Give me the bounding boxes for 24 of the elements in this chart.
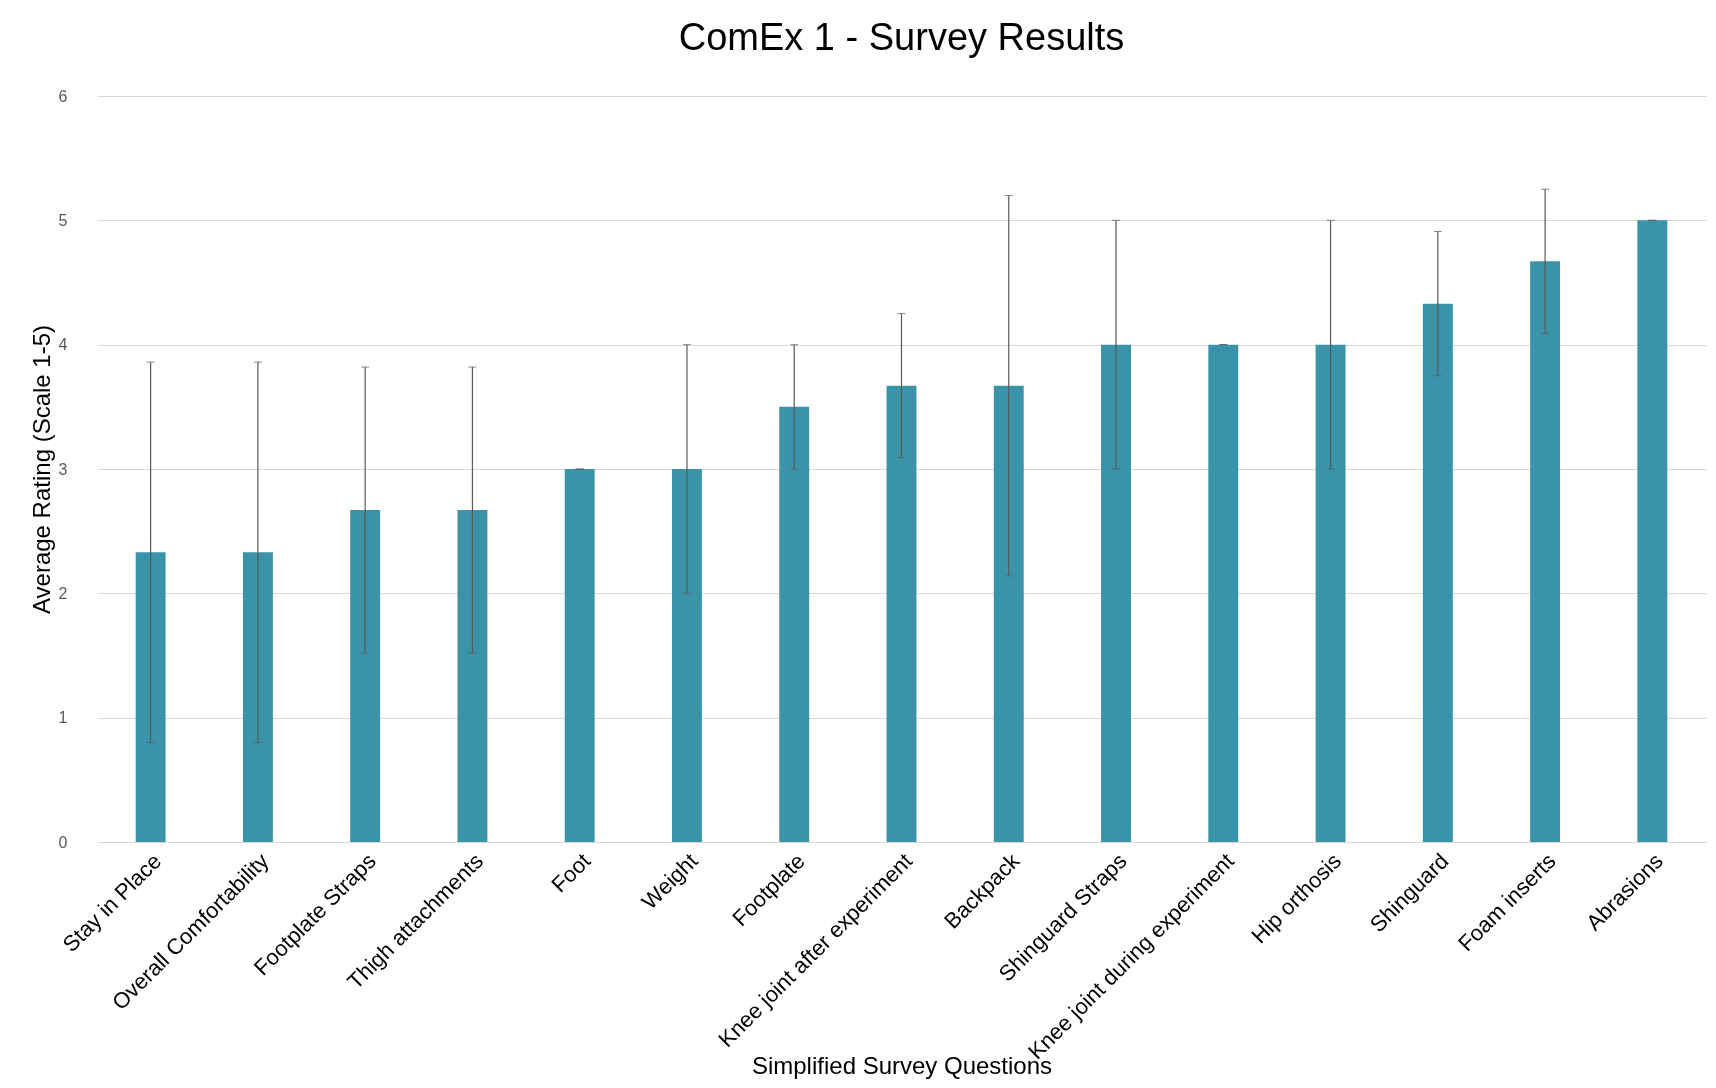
y-tick-label: 2: [58, 584, 68, 602]
bar: [350, 510, 381, 842]
bar: [135, 552, 166, 842]
bar: [1637, 220, 1668, 842]
y-tick-label: 1: [58, 709, 68, 727]
bar: [993, 385, 1024, 842]
y-tick-label: 5: [58, 211, 68, 229]
bar: [242, 552, 273, 842]
bar: [564, 469, 595, 842]
y-tick-label: 3: [58, 460, 68, 478]
bar: [1422, 303, 1453, 842]
y-axis-title: Average Rating (Scale 1-5): [27, 324, 55, 615]
bar: [457, 510, 488, 842]
bar: [672, 469, 702, 842]
y-tick-label: 4: [58, 336, 68, 354]
bar: [1101, 344, 1131, 842]
bar: [1530, 261, 1561, 842]
chart-title: ComEx 1 - Survey Results: [678, 16, 1125, 58]
y-tick-label: 0: [58, 833, 68, 851]
bar: [779, 406, 810, 842]
bar: [886, 385, 917, 842]
y-tick-label: 6: [58, 87, 68, 105]
bar: [1315, 344, 1346, 842]
bar: [1208, 344, 1239, 842]
